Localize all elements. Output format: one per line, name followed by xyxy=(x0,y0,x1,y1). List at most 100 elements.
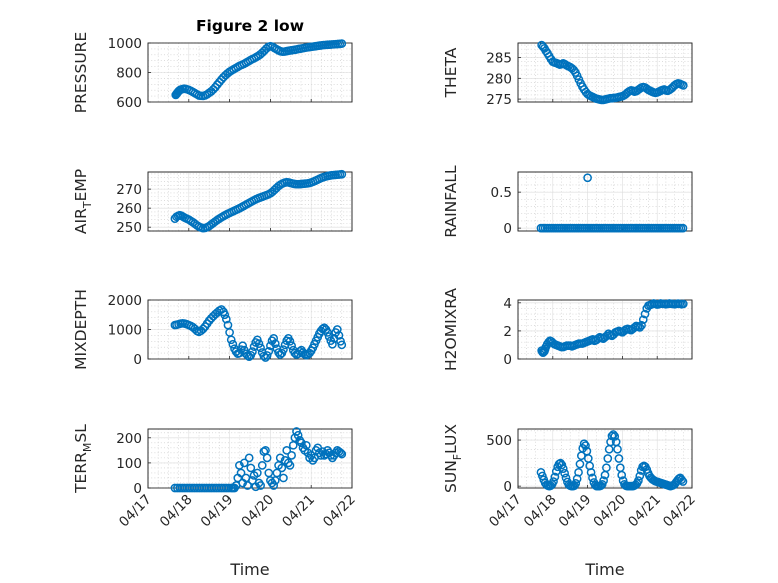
data-point xyxy=(634,476,643,485)
y-tick-label: 260 xyxy=(116,201,142,217)
x-tick-label: 04/21 xyxy=(625,492,664,531)
data-point xyxy=(610,432,620,441)
data-point xyxy=(287,451,296,460)
y-tick-label: 100 xyxy=(116,456,142,472)
data-point xyxy=(323,328,332,337)
y-tick-label: 0 xyxy=(133,481,142,497)
subplot-2: 275 280 285 THETA xyxy=(442,40,693,108)
y-axis-label-main: TERR xyxy=(72,452,90,494)
data-point xyxy=(293,430,303,440)
x-tick-label: 04/22 xyxy=(660,492,699,531)
x-tick-label: 04/18 xyxy=(157,492,196,531)
data-point xyxy=(571,479,581,488)
data-point xyxy=(599,476,608,485)
data-point xyxy=(282,445,292,455)
data-point xyxy=(324,332,334,341)
subplot-7: 0 100 200 04/17 04/18 04/19 04/20 04/21 04/22 TER… xyxy=(72,424,359,579)
y-tick-label: 4 xyxy=(503,296,512,312)
data-point xyxy=(337,449,347,459)
data-point xyxy=(297,438,306,448)
y-axis-label-main: RAINFALL xyxy=(442,165,460,238)
subplot-6: 0 2 4 H2OMIXRA xyxy=(442,288,693,371)
axes-frame xyxy=(147,171,353,232)
y-axis-label-main: SUN xyxy=(442,460,460,493)
data-point xyxy=(254,339,264,349)
y-tick-label: 800 xyxy=(116,66,142,82)
x-tick-label: 04/22 xyxy=(320,492,359,531)
data-point xyxy=(606,437,615,447)
x-tick-label: 04/20 xyxy=(238,492,277,531)
y-axis-label: THETA xyxy=(442,47,460,98)
data-point xyxy=(574,467,583,477)
data-point xyxy=(337,340,347,350)
y-axis-label: MIXDEPTH xyxy=(72,289,90,370)
data-point xyxy=(256,481,265,490)
y-axis-label-main: H2OMIXRA xyxy=(442,288,460,371)
x-tick-label: 04/20 xyxy=(590,492,629,531)
data-point xyxy=(678,223,688,233)
data-point xyxy=(635,471,645,481)
y-axis-label-main: THETA xyxy=(442,47,460,98)
data-point xyxy=(220,310,230,320)
data-point xyxy=(614,454,624,463)
data-point xyxy=(638,315,648,325)
subplot-3: 250 260 270 AIRTEMP xyxy=(72,169,353,236)
x-tick-label: 04/18 xyxy=(521,492,560,531)
data-point xyxy=(603,454,613,463)
data-point xyxy=(336,448,345,458)
data-point xyxy=(581,441,590,450)
data-point xyxy=(287,341,296,351)
data-point xyxy=(640,309,650,319)
data-point xyxy=(257,461,267,470)
data-point xyxy=(337,169,347,179)
data-point xyxy=(678,477,688,486)
data-point xyxy=(264,346,274,356)
data-point xyxy=(558,464,568,473)
data-point xyxy=(244,453,254,463)
data-point xyxy=(285,336,295,346)
data-point xyxy=(613,444,622,454)
data-point xyxy=(252,468,262,478)
y-tick-label: 600 xyxy=(116,95,142,111)
data-point xyxy=(586,467,596,477)
y-axis-label: SUNFLUX xyxy=(442,424,464,493)
y-axis-label-rest: SL xyxy=(72,424,90,443)
data-point xyxy=(677,475,686,485)
y-tick-label: 0 xyxy=(503,352,512,368)
y-axis-label-main: MIXDEPTH xyxy=(72,289,90,370)
y-tick-label: 200 xyxy=(116,431,142,447)
y-axis-label-subscript: F xyxy=(451,454,464,460)
y-axis-label: PRESSURE xyxy=(72,32,90,114)
data-point xyxy=(551,467,561,476)
y-axis-label: TERRMSL xyxy=(72,424,94,494)
y-axis-label: AIRTEMP xyxy=(72,169,94,234)
data-point xyxy=(588,473,597,483)
axes-frame xyxy=(517,299,693,360)
data-point xyxy=(332,325,342,334)
y-axis-label-subscript: M xyxy=(81,443,94,453)
y-tick-label: 285 xyxy=(486,51,512,67)
data-point xyxy=(226,335,236,345)
data-point xyxy=(243,481,252,490)
data-point xyxy=(637,320,646,330)
data-point xyxy=(262,351,272,360)
data-point xyxy=(269,334,279,343)
y-axis-label-rest: EMP xyxy=(72,169,90,202)
data-point xyxy=(678,299,688,309)
y-axis-label: H2OMIXRA xyxy=(442,288,460,371)
x-tick-label: 04/21 xyxy=(279,492,318,531)
data-point xyxy=(583,173,592,183)
x-tick-label: 04/17 xyxy=(116,492,155,531)
data-point xyxy=(239,458,249,468)
data-point xyxy=(579,439,589,449)
y-tick-label: 0 xyxy=(503,221,512,237)
data-point xyxy=(285,461,295,470)
y-tick-label: 1000 xyxy=(108,36,142,52)
y-axis-label-main: AIR xyxy=(72,208,90,234)
axes-frame xyxy=(517,428,693,489)
x-tick-label: 04/17 xyxy=(486,492,525,531)
y-axis-label-main: PRESSURE xyxy=(72,32,90,114)
data-point xyxy=(248,347,257,356)
data-point xyxy=(275,453,285,463)
